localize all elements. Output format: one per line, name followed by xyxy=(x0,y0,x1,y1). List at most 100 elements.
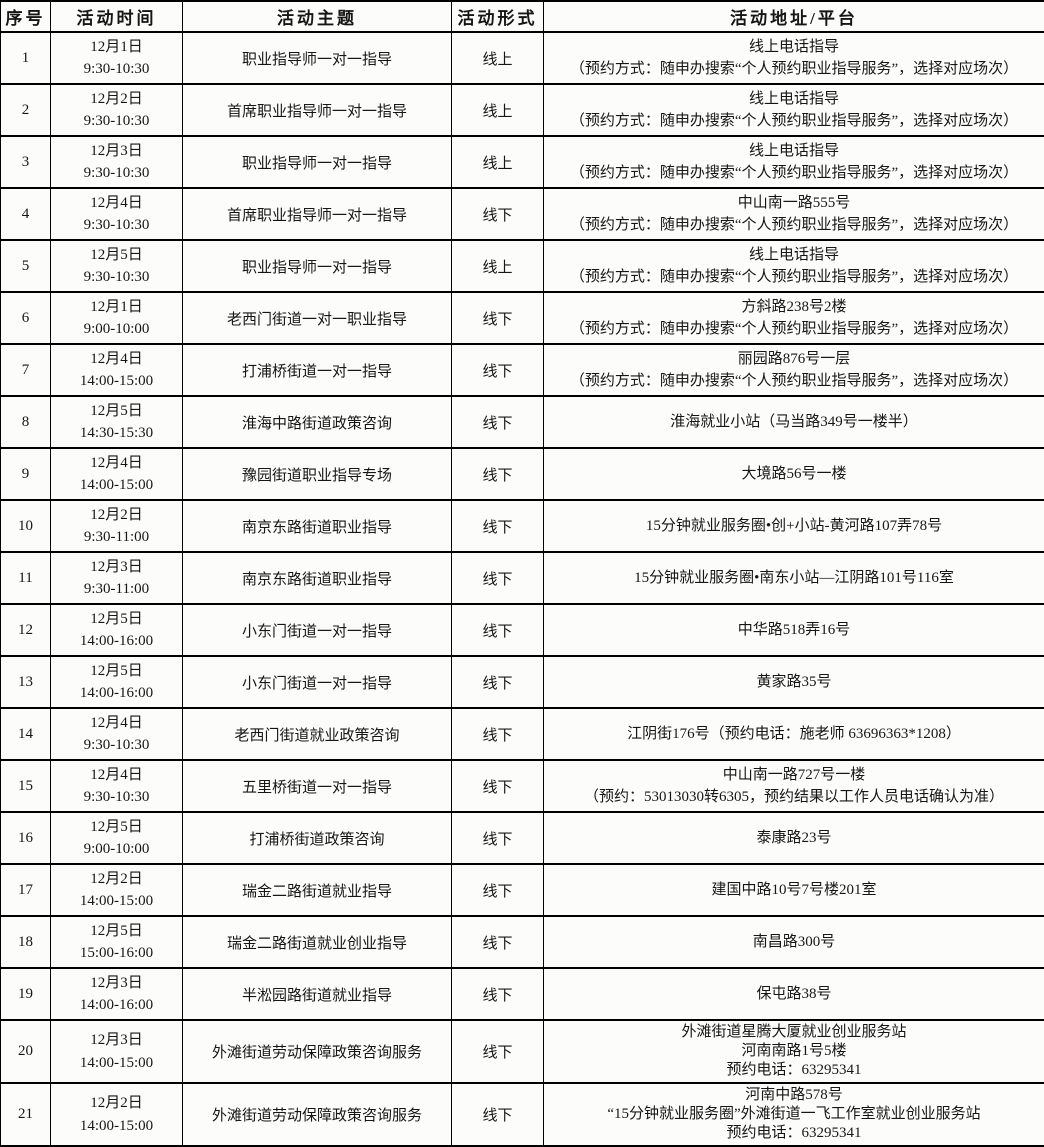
activity-date: 12月4日 xyxy=(55,712,178,735)
address-line: （预约方式：随申办搜索“个人预约职业指导服务”，选择对应场次） xyxy=(548,110,1040,133)
cell-activity-format: 线下 xyxy=(452,656,544,708)
cell-activity-address: 线上电话指导（预约方式：随申办搜索“个人预约职业指导服务”，选择对应场次） xyxy=(544,240,1044,292)
cell-activity-format: 线下 xyxy=(452,760,544,812)
cell-activity-address: 黄家路35号 xyxy=(544,656,1044,708)
address-line: （预约方式：随申办搜索“个人预约职业指导服务”，选择对应场次） xyxy=(548,370,1040,393)
col-header-format: 活动形式 xyxy=(452,1,544,32)
activity-date: 12月2日 xyxy=(55,88,178,111)
activity-date: 12月3日 xyxy=(55,140,178,163)
cell-activity-format: 线下 xyxy=(452,396,544,448)
address-line: 线上电话指导 xyxy=(548,244,1040,267)
cell-activity-address: 丽园路876号一层（预约方式：随申办搜索“个人预约职业指导服务”，选择对应场次） xyxy=(544,344,1044,396)
cell-activity-topic: 南京东路街道职业指导 xyxy=(183,552,452,604)
activity-date: 12月4日 xyxy=(55,764,178,787)
cell-activity-format: 线下 xyxy=(452,916,544,968)
cell-row-number: 13 xyxy=(1,656,51,708)
cell-activity-address: 15分钟就业服务圈•南东小站—江阴路101号116室 xyxy=(544,552,1044,604)
cell-row-number: 18 xyxy=(1,916,51,968)
address-line: 江阴街176号（预约电话：施老师 63696363*1208） xyxy=(548,723,1040,746)
address-line: （预约：53013030转6305，预约结果以工作人员电话确认为准） xyxy=(548,786,1040,809)
activity-date: 12月4日 xyxy=(55,348,178,371)
address-line: 建国中路10号7号楼201室 xyxy=(548,879,1040,902)
activity-hours: 14:00-16:00 xyxy=(55,682,178,705)
activity-date: 12月1日 xyxy=(55,296,178,319)
address-line: 线上电话指导 xyxy=(548,36,1040,59)
cell-row-number: 7 xyxy=(1,344,51,396)
address-line: 大境路56号一楼 xyxy=(548,463,1040,486)
activity-hours: 14:00-15:00 xyxy=(55,370,178,393)
cell-activity-format: 线下 xyxy=(452,292,544,344)
cell-row-number: 6 xyxy=(1,292,51,344)
cell-row-number: 19 xyxy=(1,968,51,1020)
cell-activity-format: 线上 xyxy=(452,32,544,84)
activity-date: 12月3日 xyxy=(55,1029,178,1052)
cell-row-number: 12 xyxy=(1,604,51,656)
address-line: （预约方式：随申办搜索“个人预约职业指导服务”，选择对应场次） xyxy=(548,162,1040,185)
cell-activity-topic: 打浦桥街道一对一指导 xyxy=(183,344,452,396)
cell-row-number: 21 xyxy=(1,1083,51,1146)
cell-activity-address: 15分钟就业服务圈•创+小站-黄河路107弄78号 xyxy=(544,500,1044,552)
activity-hours: 9:30-10:30 xyxy=(55,734,178,757)
cell-row-number: 2 xyxy=(1,84,51,136)
activity-hours: 14:00-15:00 xyxy=(55,1115,178,1138)
address-line: 泰康路23号 xyxy=(548,827,1040,850)
cell-activity-address: 泰康路23号 xyxy=(544,812,1044,864)
activity-hours: 9:30-11:00 xyxy=(55,578,178,601)
activity-hours: 9:30-10:30 xyxy=(55,266,178,289)
cell-activity-format: 线上 xyxy=(452,240,544,292)
cell-activity-address: 外滩街道星腾大厦就业创业服务站河南南路1号5楼预约电话：63295341 xyxy=(544,1020,1044,1083)
cell-activity-address: 江阴街176号（预约电话：施老师 63696363*1208） xyxy=(544,708,1044,760)
cell-activity-topic: 老西门街道一对一职业指导 xyxy=(183,292,452,344)
cell-activity-topic: 打浦桥街道政策咨询 xyxy=(183,812,452,864)
cell-activity-address: 线上电话指导（预约方式：随申办搜索“个人预约职业指导服务”，选择对应场次） xyxy=(544,32,1044,84)
cell-row-number: 20 xyxy=(1,1020,51,1083)
cell-activity-topic: 小东门街道一对一指导 xyxy=(183,604,452,656)
cell-activity-format: 线下 xyxy=(452,344,544,396)
cell-row-number: 16 xyxy=(1,812,51,864)
activity-hours: 9:30-10:30 xyxy=(55,58,178,81)
cell-activity-format: 线上 xyxy=(452,84,544,136)
cell-activity-topic: 五里桥街道一对一指导 xyxy=(183,760,452,812)
cell-activity-address: 南昌路300号 xyxy=(544,916,1044,968)
activity-hours: 14:00-16:00 xyxy=(55,630,178,653)
address-line: 外滩街道星腾大厦就业创业服务站 xyxy=(548,1023,1040,1042)
cell-activity-topic: 小东门街道一对一指导 xyxy=(183,656,452,708)
cell-activity-topic: 老西门街道就业政策咨询 xyxy=(183,708,452,760)
activity-date: 12月4日 xyxy=(55,452,178,475)
address-line: 中华路518弄16号 xyxy=(548,619,1040,642)
cell-activity-topic: 淮海中路街道政策咨询 xyxy=(183,396,452,448)
activity-date: 12月5日 xyxy=(55,920,178,943)
cell-activity-address: 线上电话指导（预约方式：随申办搜索“个人预约职业指导服务”，选择对应场次） xyxy=(544,84,1044,136)
cell-row-number: 11 xyxy=(1,552,51,604)
cell-activity-topic: 瑞金二路街道就业创业指导 xyxy=(183,916,452,968)
cell-activity-topic: 职业指导师一对一指导 xyxy=(183,136,452,188)
cell-activity-address: 保屯路38号 xyxy=(544,968,1044,1020)
activity-date: 12月5日 xyxy=(55,816,178,839)
activity-date: 12月3日 xyxy=(55,972,178,995)
address-line: 中山南一路727号一楼 xyxy=(548,764,1040,787)
activity-hours: 14:00-15:00 xyxy=(55,1052,178,1075)
activity-hours: 14:00-15:00 xyxy=(55,890,178,913)
col-header-topic: 活动主题 xyxy=(183,1,452,32)
activity-hours: 9:00-10:00 xyxy=(55,838,178,861)
activity-hours: 9:00-10:00 xyxy=(55,318,178,341)
cell-activity-address: 线上电话指导（预约方式：随申办搜索“个人预约职业指导服务”，选择对应场次） xyxy=(544,136,1044,188)
